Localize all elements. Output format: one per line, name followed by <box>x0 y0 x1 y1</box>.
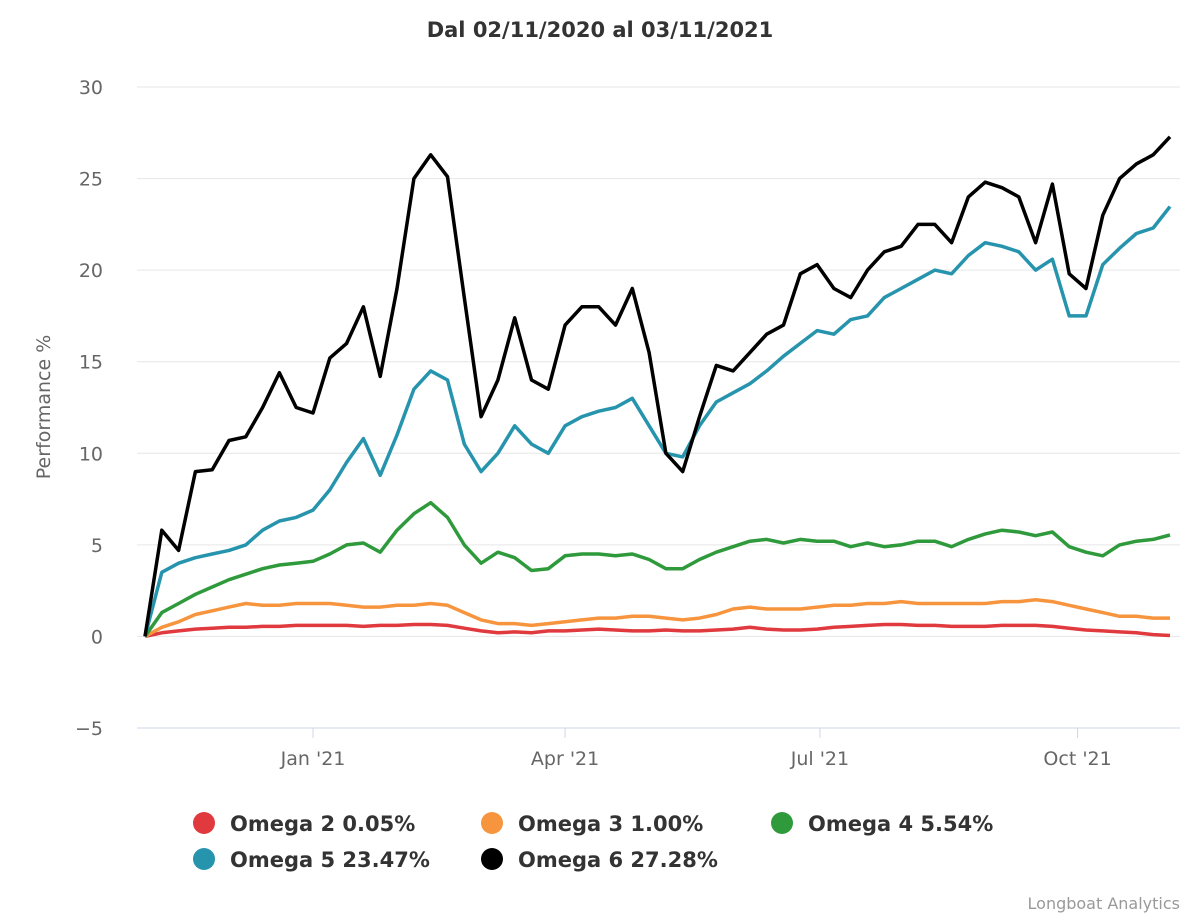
y-axis-ticks: 30 25 20 15 10 5 0 −5 <box>75 77 103 740</box>
legend-label: Omega 5 23.47% <box>230 848 430 872</box>
series-line-omega-3[interactable] <box>144 598 1170 638</box>
y-tick-label: 10 <box>79 443 103 465</box>
y-tick-label: −5 <box>75 718 103 740</box>
legend-label: Omega 2 0.05% <box>230 812 415 836</box>
legend-marker-icon <box>193 848 215 870</box>
y-axis-label: Performance % <box>33 335 55 480</box>
legend-item-omega-3[interactable]: Omega 3 1.00% <box>481 812 703 836</box>
x-tick-label: Apr '21 <box>531 748 599 770</box>
legend-label: Omega 3 1.00% <box>518 812 703 836</box>
x-tick-label: Jul '21 <box>790 748 849 770</box>
y-tick-label: 20 <box>79 260 103 282</box>
x-axis-ticks: Jan '21 Apr '21 Jul '21 Oct '21 <box>280 728 1112 770</box>
gridlines <box>137 86 1180 637</box>
y-tick-label: 0 <box>91 626 103 648</box>
credit-link[interactable]: Longboat Analytics <box>1028 894 1180 913</box>
x-tick-label: Jan '21 <box>280 748 346 770</box>
legend: Omega 2 0.05% Omega 3 1.00% Omega 4 5.54% O… <box>193 812 993 872</box>
series-line-omega-2[interactable] <box>144 622 1171 639</box>
legend-item-omega-2[interactable]: Omega 2 0.05% <box>193 812 415 836</box>
series-lines <box>143 135 1172 639</box>
series-line-omega-4[interactable] <box>143 500 1171 638</box>
legend-marker-icon <box>771 812 793 834</box>
series-line-omega-6[interactable] <box>143 135 1172 637</box>
legend-marker-icon <box>193 812 215 834</box>
legend-label: Omega 4 5.54% <box>808 812 993 836</box>
legend-marker-icon <box>481 848 503 870</box>
y-tick-label: 15 <box>79 352 103 374</box>
chart-title: Dal 02/11/2020 al 03/11/2021 <box>427 18 774 42</box>
legend-item-omega-6[interactable]: Omega 6 27.28% <box>481 848 718 872</box>
legend-marker-icon <box>481 812 503 834</box>
legend-item-omega-5[interactable]: Omega 5 23.47% <box>193 848 430 872</box>
y-tick-label: 30 <box>79 77 103 99</box>
series-line-omega-5[interactable] <box>143 205 1172 637</box>
y-tick-label: 25 <box>79 169 103 191</box>
x-tick-label: Oct '21 <box>1043 748 1111 770</box>
legend-label: Omega 6 27.28% <box>518 848 718 872</box>
legend-item-omega-4[interactable]: Omega 4 5.54% <box>771 812 993 836</box>
y-tick-label: 5 <box>91 535 103 557</box>
